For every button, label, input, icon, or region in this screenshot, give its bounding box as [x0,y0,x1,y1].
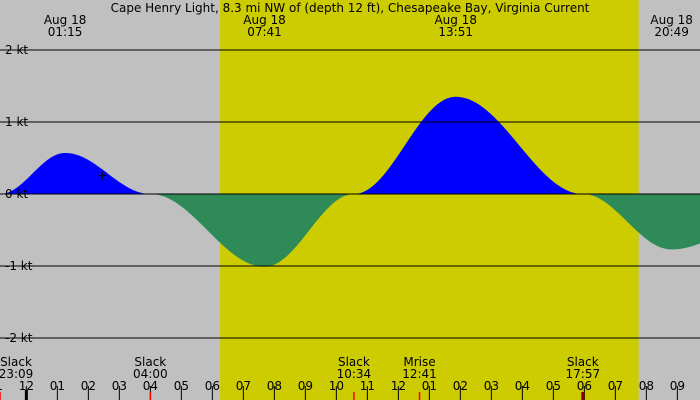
extremum-time: 01:15 [48,25,83,39]
bottom-axis-layer: 11 12 01 02 03 04 05 06 07 08 09 10 11 12 01 02 03 04 05 06… [0,355,685,400]
ebb-area-3 [583,194,700,250]
x-tick-label: 12 [19,379,34,393]
x-tick-label: 09 [670,379,685,393]
extremum-time: 07:41 [247,25,282,39]
x-tick-label: 11 [0,379,3,393]
y-tick-label: 1 kt [5,115,28,129]
x-tick-label: 11 [360,379,375,393]
x-tick-label: 05 [546,379,561,393]
current-time-marker: + [97,168,107,182]
event-time: 12:41 [402,367,437,381]
chart-title: Cape Henry Light, 8.3 mi NW of (depth 12… [111,1,590,15]
event-time: 10:34 [337,367,372,381]
current-area-layer [0,96,700,267]
x-tick-label: 08 [267,379,282,393]
y-tick-label: -2 kt [5,331,33,345]
x-tick-label: 12 [391,379,406,393]
extremum-date: Aug 18 [243,13,286,27]
x-tick-label: 06 [205,379,220,393]
x-tick-label: 07 [608,379,623,393]
event-label: Slack [134,355,166,369]
ebb-area-1 [151,194,353,267]
x-tick-label: 01 [50,379,65,393]
x-tick-label: 04 [515,379,530,393]
x-tick-label: 02 [81,379,96,393]
extremum-date: Aug 18 [650,13,693,27]
y-tick-label-layer: 2 kt 1 kt 0 kt -1 kt -2 kt [5,43,33,345]
extremum-date: Aug 18 [434,13,477,27]
extremum-date: Aug 18 [44,13,87,27]
x-tick-label: 02 [453,379,468,393]
x-tick-label: 07 [236,379,251,393]
event-label: Mrise [403,355,435,369]
event-label: Slack [0,355,32,369]
event-time: 17:57 [566,367,601,381]
extremum-time: 13:51 [438,25,473,39]
y-tick-label: -1 kt [5,259,33,273]
x-tick-label: 03 [112,379,127,393]
x-tick-label: 09 [298,379,313,393]
event-time: 23:09 [0,367,33,381]
x-tick-label: 08 [639,379,654,393]
extremum-time: 20:49 [654,25,689,39]
x-tick-label: 10 [329,379,344,393]
event-label: Slack [567,355,599,369]
event-label: Slack [338,355,370,369]
gridline-layer [0,49,700,339]
x-tick-label: 04 [143,379,158,393]
y-tick-label: 0 kt [5,187,28,201]
y-tick-label: 2 kt [5,43,28,57]
event-time: 04:00 [133,367,168,381]
x-tick-label: 03 [484,379,499,393]
x-tick-label: 01 [422,379,437,393]
flood-area-2 [354,96,582,194]
x-tick-label: 06 [577,379,592,393]
flood-area-0 [0,152,150,194]
x-tick-label: 05 [174,379,189,393]
